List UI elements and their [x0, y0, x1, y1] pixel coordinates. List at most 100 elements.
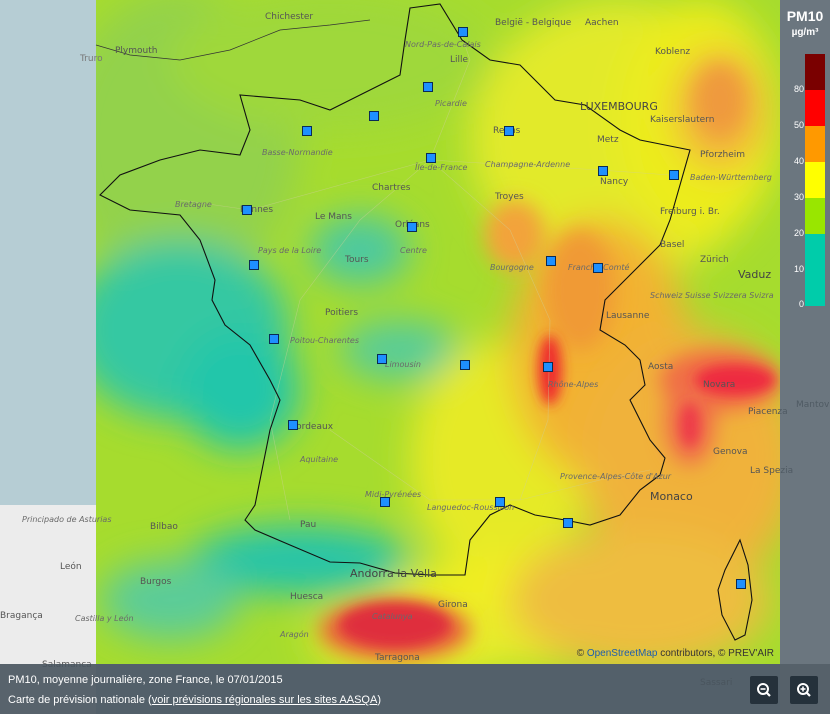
attribution-prefix: ©	[576, 648, 587, 659]
city-label-burgos: Burgos	[140, 577, 172, 587]
station-marker[interactable]	[377, 354, 387, 364]
city-label-bourgogne: Bourgogne	[490, 263, 534, 272]
city-label-leon: León	[60, 562, 82, 572]
zoom-out-button[interactable]	[750, 676, 778, 704]
city-label-lille: Lille	[450, 55, 469, 65]
osm-link[interactable]: OpenStreetMap	[586, 648, 658, 659]
station-marker[interactable]	[302, 126, 312, 136]
forecast-note: Carte de prévision nationale (voir prévi…	[8, 694, 381, 706]
forecast-note-suffix: )	[377, 694, 381, 706]
legend-swatch	[805, 90, 825, 126]
legend-tick-label: 10	[793, 264, 804, 274]
zoom-out-icon	[757, 683, 771, 697]
map-footer: PM10, moyenne journalière, zone France, …	[0, 664, 830, 714]
city-label-tarragona: Tarragona	[375, 653, 420, 663]
city-label-rhonealpes: Rhône-Alpes	[548, 380, 599, 389]
city-label-poitoucharentes: Poitou-Charentes	[290, 336, 359, 345]
zoom-in-button[interactable]	[790, 676, 818, 704]
city-label-zurich: Zürich	[700, 255, 729, 265]
legend-tick-label: 30	[793, 192, 804, 202]
map-caption: PM10, moyenne journalière, zone France, …	[8, 674, 283, 686]
france-border	[99, 3, 691, 576]
city-label-paysdeloire: Pays de la Loire	[258, 246, 322, 255]
forecast-note-prefix: Carte de prévision nationale (	[8, 694, 152, 706]
city-label-freiburg: Freiburg i. Br.	[660, 207, 720, 217]
city-label-basel: Basel	[660, 240, 685, 250]
city-label-bordeaux: Bordeaux	[290, 422, 334, 432]
city-label-catalunya: Catalunya	[372, 612, 413, 621]
station-marker[interactable]	[380, 497, 390, 507]
city-label-bassenormandie: Basse-Normandie	[262, 148, 333, 157]
city-label-bretagne: Bretagne	[175, 200, 212, 209]
city-label-metz: Metz	[597, 135, 619, 145]
legend-panel: PM10 µg/m³ 80 50 40 30 20 10 0	[780, 0, 830, 664]
city-label-belgie: België - Belgique	[495, 18, 572, 28]
legend-tick-label: 50	[793, 120, 804, 130]
legend-swatch	[805, 126, 825, 162]
city-label-truro: Truro	[80, 54, 103, 64]
legend-swatch	[805, 162, 825, 198]
city-label-pforzheim: Pforzheim	[700, 150, 746, 160]
zoom-in-icon	[797, 683, 811, 697]
city-label-laspezia: La Spezia	[750, 466, 794, 476]
legend-tick-label: 40	[793, 156, 804, 166]
station-marker[interactable]	[423, 82, 433, 92]
station-marker[interactable]	[593, 263, 603, 273]
station-marker[interactable]	[736, 579, 746, 589]
city-label-provence: Provence-Alpes-Côte d'Azur	[560, 472, 672, 481]
station-marker[interactable]	[495, 497, 505, 507]
uk-coast	[95, 19, 371, 61]
station-marker[interactable]	[426, 153, 436, 163]
station-marker[interactable]	[369, 111, 379, 121]
city-label-iledefrance: Île-de-France	[415, 163, 468, 172]
city-label-asturias: Principado de Asturias	[22, 515, 112, 524]
city-label-castilla: Castilla y León	[75, 614, 134, 623]
station-marker[interactable]	[407, 222, 417, 232]
city-label-picardie: Picardie	[435, 99, 467, 108]
city-label-luxembourg: LUXEMBOURG	[580, 100, 658, 113]
city-label-champagne: Champagne-Ardenne	[485, 160, 571, 169]
station-marker[interactable]	[242, 205, 252, 215]
station-marker[interactable]	[563, 518, 573, 528]
city-label-wurttemberg: Baden-Württemberg	[690, 173, 772, 182]
city-label-nancy: Nancy	[600, 177, 629, 187]
attribution-rest: contributors, © PREV'AIR	[657, 648, 774, 659]
station-marker[interactable]	[249, 260, 259, 270]
corsica-border	[717, 538, 753, 641]
city-label-koblenz: Koblenz	[655, 47, 691, 57]
map-attribution: © OpenStreetMap contributors, © PREV'AIR	[577, 648, 774, 659]
city-label-huesca: Huesca	[290, 592, 324, 602]
legend-title: PM10	[786, 8, 824, 24]
city-label-kaiserslautern: Kaiserslautern	[650, 115, 715, 125]
city-label-aragon: Aragón	[280, 630, 309, 639]
station-marker[interactable]	[546, 256, 556, 266]
city-label-aosta: Aosta	[648, 362, 674, 372]
city-label-genova: Genova	[713, 447, 748, 457]
city-label-plymouth: Plymouth	[115, 46, 158, 56]
station-marker[interactable]	[598, 166, 608, 176]
city-label-chichester: Chichester	[265, 12, 314, 22]
legend-swatch	[805, 198, 825, 234]
station-marker[interactable]	[458, 27, 468, 37]
station-marker[interactable]	[460, 360, 470, 370]
city-label-pau: Pau	[300, 520, 317, 530]
city-label-piacenza: Piacenza	[748, 407, 788, 417]
city-label-languedoc: Languedoc-Roussillon	[427, 503, 515, 512]
city-label-nord: Nord-Pas-de-Calais	[405, 40, 481, 49]
city-label-aquitaine: Aquitaine	[300, 455, 339, 464]
city-label-monaco: Monaco	[650, 490, 693, 503]
legend-unit: µg/m³	[791, 27, 819, 38]
legend-swatch	[805, 234, 825, 306]
regional-forecast-link[interactable]: voir prévisions régionales sur les sites…	[151, 694, 378, 706]
station-marker[interactable]	[543, 362, 553, 372]
city-label-vaduz: Vaduz	[738, 268, 772, 281]
city-label-aachen: Aachen	[585, 18, 619, 28]
station-marker[interactable]	[269, 334, 279, 344]
station-marker[interactable]	[669, 170, 679, 180]
station-marker[interactable]	[504, 126, 514, 136]
city-label-girona: Girona	[438, 600, 468, 610]
city-label-tours: Tours	[345, 255, 369, 265]
station-marker[interactable]	[288, 420, 298, 430]
city-label-novara: Novara	[703, 380, 736, 390]
